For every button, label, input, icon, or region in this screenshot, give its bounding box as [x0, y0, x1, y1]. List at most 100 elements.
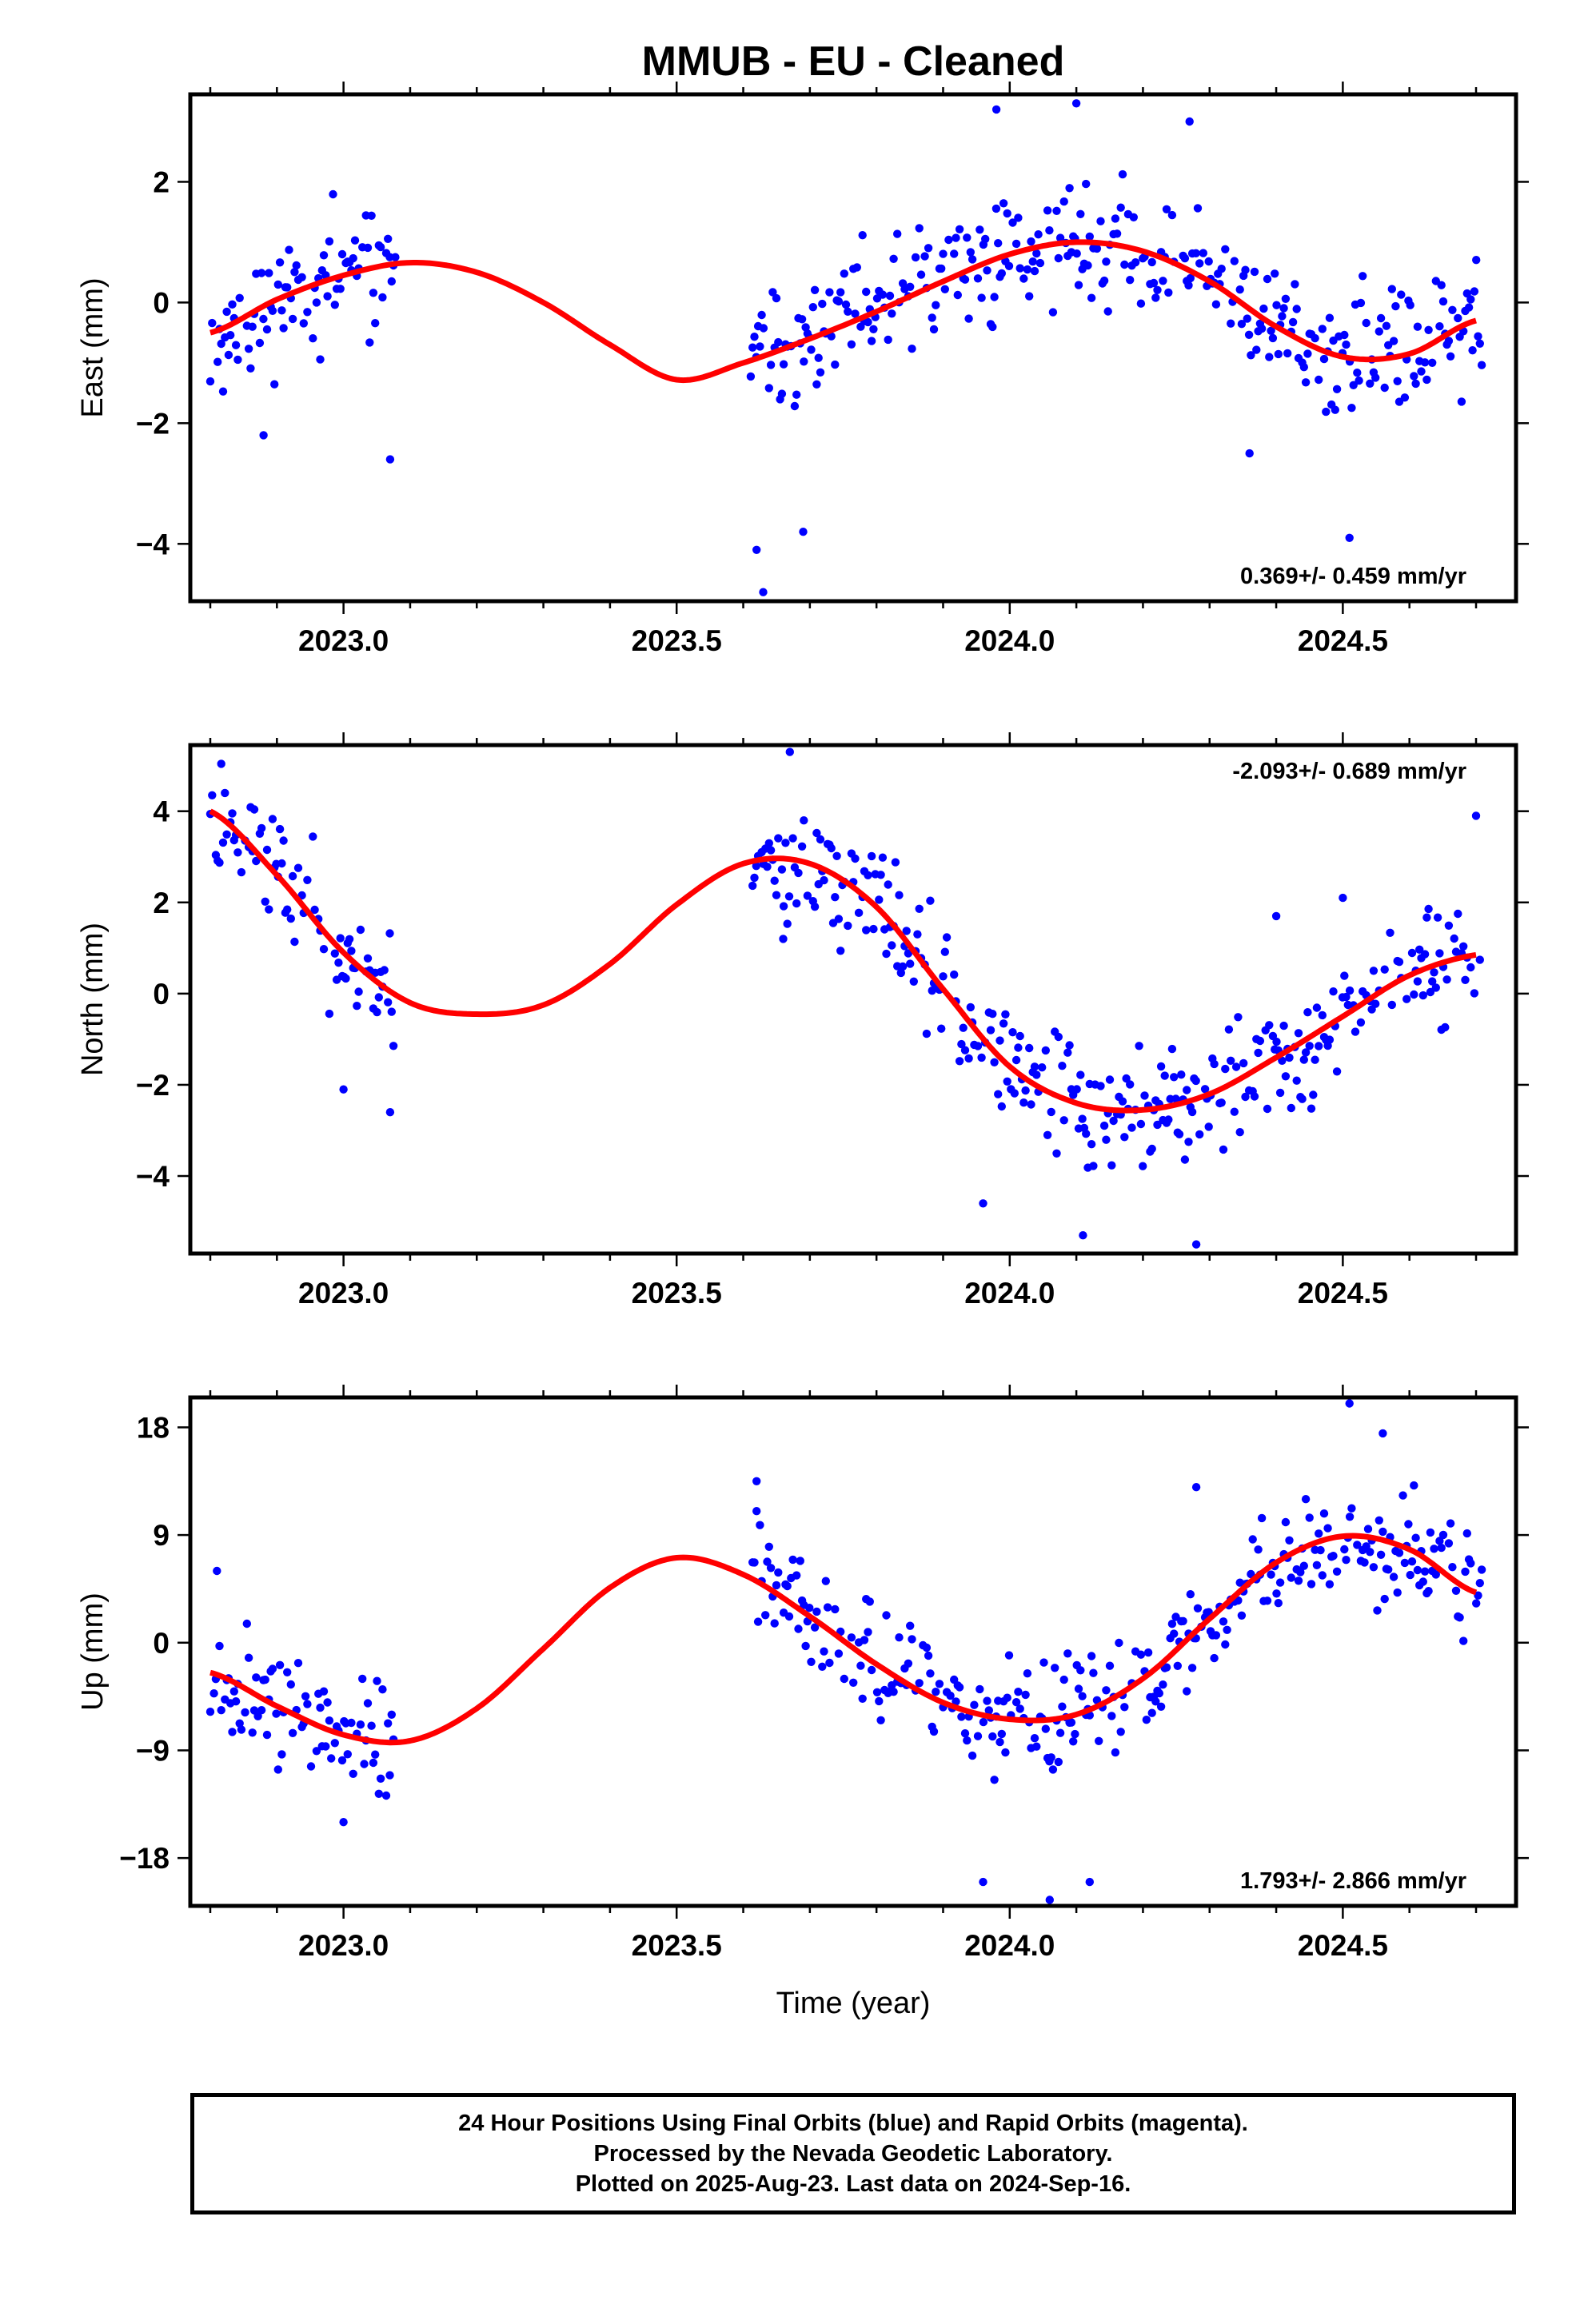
data-point	[1085, 232, 1095, 241]
data-point	[862, 926, 871, 935]
data-point	[1274, 349, 1283, 359]
data-point	[378, 293, 387, 302]
data-point	[1004, 1651, 1014, 1660]
figure-title: MMUB - EU - Cleaned	[642, 38, 1065, 85]
data-point	[1420, 1567, 1430, 1576]
data-point	[363, 1699, 373, 1708]
data-point	[1471, 811, 1481, 820]
data-point	[844, 307, 852, 316]
data-point	[292, 261, 301, 270]
panel-north: 2023.0 2023.5 2024.0 2024.5 4 2 0 −2 −4 North (mm…	[76, 732, 1529, 1309]
data-point	[1398, 1491, 1407, 1500]
data-point	[1371, 999, 1380, 1008]
data-point	[1312, 1003, 1322, 1012]
data-point	[1301, 1048, 1311, 1057]
data-point	[1417, 367, 1426, 376]
data-point	[316, 355, 325, 364]
data-point	[1167, 1620, 1177, 1628]
data-point	[1411, 1533, 1420, 1542]
data-point	[286, 914, 295, 923]
data-point	[241, 1708, 249, 1717]
data-point	[909, 977, 919, 987]
data-point	[1187, 1664, 1197, 1672]
data-point	[1387, 285, 1397, 293]
data-point	[1028, 257, 1037, 266]
data-point	[1292, 1076, 1301, 1085]
data-point	[1349, 381, 1358, 389]
data-point	[231, 341, 241, 349]
data-point	[1435, 1537, 1444, 1545]
data-point	[1340, 971, 1349, 980]
data-point	[1472, 1599, 1481, 1608]
data-point	[1039, 1658, 1048, 1667]
data-point	[1019, 1098, 1028, 1107]
data-point	[906, 1621, 915, 1630]
data-point	[1386, 928, 1394, 938]
data-point	[869, 325, 878, 333]
data-point	[1063, 1649, 1072, 1658]
data-point	[1244, 330, 1254, 339]
data-point	[329, 189, 337, 199]
data-point	[213, 357, 222, 366]
data-point	[946, 1691, 955, 1700]
data-point	[1461, 1567, 1470, 1577]
data-point	[889, 1688, 898, 1696]
data-point	[790, 401, 800, 411]
data-point	[991, 204, 1001, 213]
data-point	[872, 1688, 882, 1696]
data-point	[1433, 913, 1442, 922]
data-point	[777, 865, 787, 874]
data-point	[1160, 1071, 1169, 1080]
data-point	[1272, 301, 1281, 309]
data-point	[825, 288, 834, 297]
data-point	[385, 929, 394, 938]
data-point	[939, 249, 948, 258]
data-point	[1059, 1675, 1068, 1684]
data-point	[233, 355, 242, 365]
data-point	[1083, 261, 1092, 270]
data-point	[1307, 1104, 1316, 1113]
data-point	[973, 274, 983, 283]
data-point	[1426, 1528, 1435, 1537]
data-point	[1413, 1565, 1422, 1575]
data-point	[339, 1085, 348, 1094]
data-point	[231, 1697, 241, 1706]
data-point	[235, 1719, 244, 1728]
data-point	[812, 828, 821, 838]
data-point	[1170, 1073, 1179, 1082]
data-point	[761, 1611, 770, 1620]
data-point	[1406, 1570, 1414, 1580]
y-tick-label: −4	[136, 1160, 170, 1193]
data-point	[960, 275, 970, 284]
data-point	[293, 1659, 303, 1668]
data-point	[1204, 257, 1213, 266]
data-point	[1243, 314, 1252, 323]
data-point	[286, 1680, 295, 1689]
data-point	[1340, 1545, 1349, 1554]
data-point	[1410, 372, 1418, 381]
data-point	[1015, 1031, 1024, 1041]
data-point	[851, 309, 860, 318]
data-point	[906, 959, 915, 968]
data-point	[275, 1660, 285, 1669]
data-point	[810, 1623, 820, 1632]
data-point	[953, 290, 963, 300]
data-point	[323, 1698, 332, 1707]
data-point	[1472, 256, 1481, 265]
data-point	[1296, 1568, 1305, 1577]
data-point	[920, 252, 929, 261]
data-point	[389, 1042, 398, 1050]
data-point	[757, 310, 766, 320]
data-point	[957, 1712, 966, 1721]
data-point	[849, 1678, 858, 1687]
data-point	[1078, 1114, 1087, 1123]
data-point	[1003, 1077, 1011, 1086]
y-tick-label: 9	[153, 1519, 170, 1552]
data-point	[319, 945, 329, 954]
data-point	[374, 1789, 383, 1798]
data-point	[1342, 992, 1351, 1002]
data-point	[1023, 265, 1032, 274]
data-point	[976, 225, 984, 234]
rate-label-east: 0.369+/- 0.459 mm/yr	[1240, 564, 1466, 589]
data-point	[1366, 379, 1375, 388]
